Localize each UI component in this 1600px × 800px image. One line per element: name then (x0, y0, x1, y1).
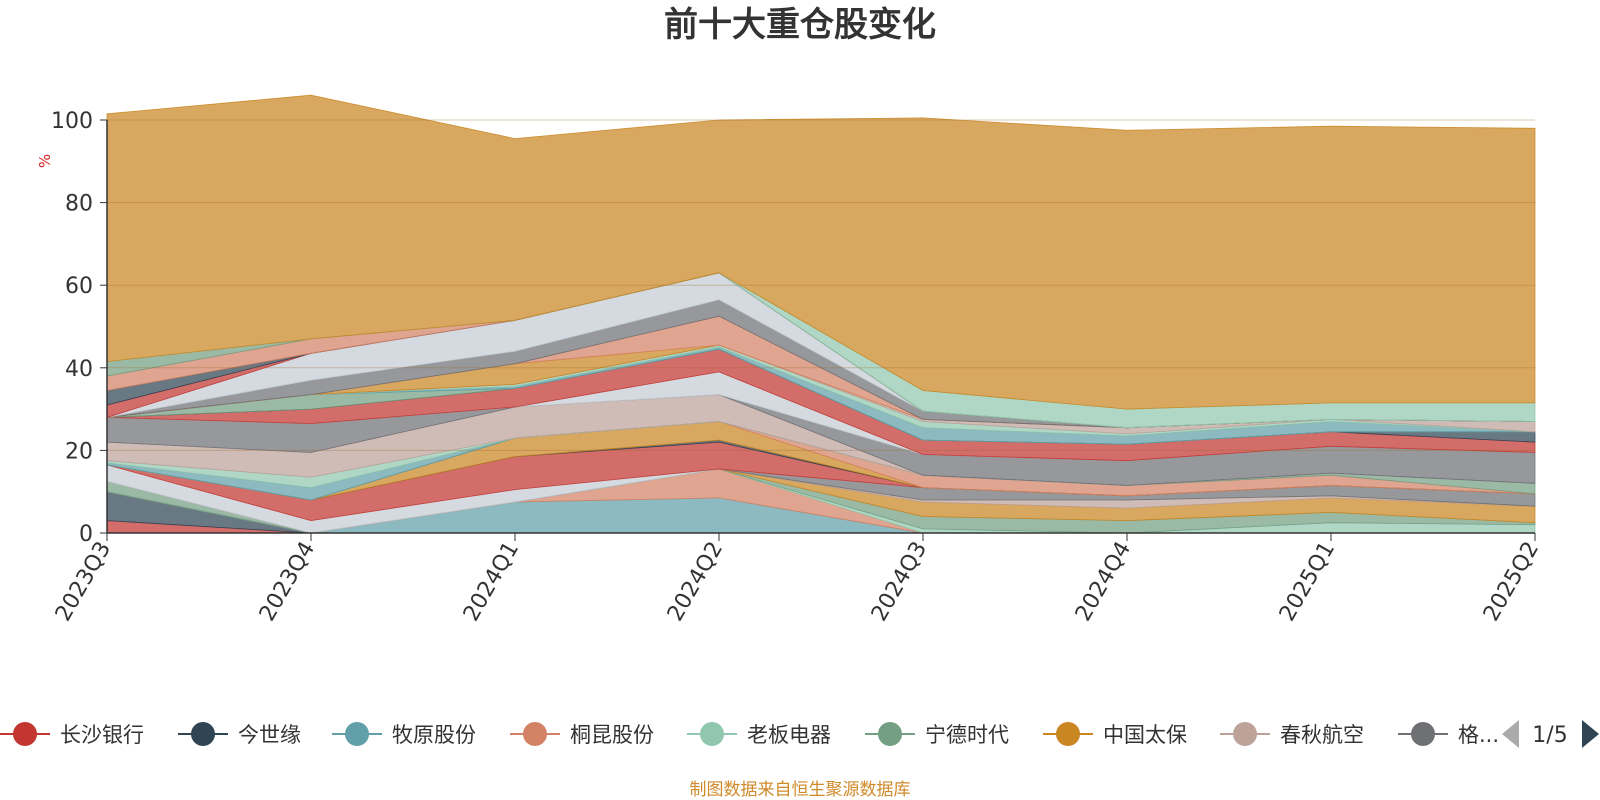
legend-item-8[interactable]: 春秋航空 (1220, 722, 1364, 747)
legend-label: 格... (1458, 723, 1499, 747)
legend-marker-icon (1411, 722, 1435, 746)
legend-label: 春秋航空 (1280, 723, 1364, 747)
legend-marker-icon (345, 722, 369, 746)
y-axis-unit: % (36, 154, 54, 168)
area-series-36 (106, 94, 1536, 410)
legend-item-2[interactable]: 今世缘 (178, 722, 301, 747)
legend-marker-icon (878, 722, 902, 746)
legend-marker-icon (13, 722, 37, 746)
legend-label: 宁德时代 (925, 723, 1009, 747)
legend-item-1[interactable]: 长沙银行 (0, 722, 144, 747)
x-tick-label: 2024Q2 (663, 538, 728, 626)
legend-marker-icon (1233, 722, 1257, 746)
chart-title: 前十大重仓股变化 (664, 5, 936, 45)
legend-item-5[interactable]: 老板电器 (687, 722, 831, 747)
x-tick-label: 2023Q4 (255, 538, 320, 626)
legend-label: 中国太保 (1103, 723, 1187, 747)
legend-item-3[interactable]: 牧原股份 (332, 722, 476, 747)
legend-label: 老板电器 (747, 723, 831, 747)
grid-lines (107, 119, 1535, 451)
legend-marker-icon (700, 722, 724, 746)
x-tick-label: 2025Q1 (1275, 538, 1340, 626)
legend-marker-icon (191, 722, 215, 746)
y-tick-label: 60 (65, 274, 93, 299)
legend-item-6[interactable]: 宁德时代 (865, 722, 1009, 747)
legend-item-4[interactable]: 桐昆股份 (510, 722, 654, 747)
y-tick-label: 0 (79, 522, 93, 547)
legend-label: 今世缘 (238, 723, 301, 747)
legend-item-7[interactable]: 中国太保 (1043, 722, 1187, 747)
stacked-areas (106, 94, 1536, 534)
y-tick-label: 20 (65, 439, 93, 464)
y-tick-label: 100 (51, 109, 93, 134)
legend: 长沙银行 今世缘 牧原股份 桐昆股份 老板电器 宁德时代 中国太保 春秋航空 格... 1/5 (0, 720, 1599, 748)
legend-marker-icon (1056, 722, 1080, 746)
legend-page-indicator: 1/5 (1532, 723, 1567, 748)
legend-next-page-icon[interactable] (1582, 720, 1599, 748)
x-tick-label: 2025Q2 (1479, 538, 1544, 626)
legend-label: 桐昆股份 (570, 723, 654, 747)
x-tick-label: 2024Q4 (1071, 538, 1136, 626)
x-tick-label: 2024Q3 (867, 538, 932, 626)
x-tick-label: 2023Q3 (51, 538, 116, 626)
y-tick-label: 40 (65, 357, 93, 382)
y-tick-label: 80 (65, 192, 93, 217)
legend-label: 牧原股份 (392, 723, 476, 747)
legend-label: 长沙银行 (60, 723, 144, 747)
x-tick-label: 2024Q1 (459, 538, 524, 626)
data-source-note: 制图数据来自恒生聚源数据库 (690, 780, 911, 800)
legend-marker-icon (523, 722, 547, 746)
legend-prev-page-icon[interactable] (1502, 720, 1519, 748)
legend-item-9[interactable]: 格... (1398, 722, 1499, 747)
